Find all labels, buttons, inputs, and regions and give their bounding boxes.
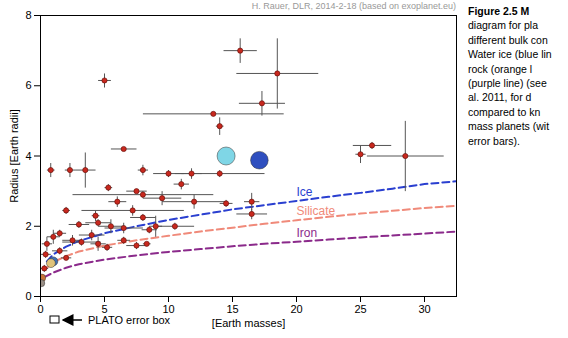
svg-text:[Earth masses]: [Earth masses] (212, 317, 285, 329)
svg-text:30: 30 (418, 303, 430, 315)
svg-text:Silicate: Silicate (297, 204, 336, 218)
svg-text:Iron: Iron (297, 226, 318, 240)
html-text:different bulk con: different bulk con (468, 33, 548, 46)
html-text:mass planets (wit: mass planets (wit (468, 120, 550, 133)
html-text:rock (orange l: rock (orange l (468, 62, 533, 75)
svg-text:10: 10 (162, 303, 174, 315)
svg-text:6: 6 (25, 79, 31, 91)
svg-text:Radius [Earth radii]: Radius [Earth radii] (8, 109, 20, 203)
svg-text:20: 20 (290, 303, 302, 315)
svg-text:2: 2 (25, 220, 31, 232)
html-text:error bars).: error bars). (468, 134, 520, 147)
svg-text:4: 4 (25, 150, 31, 162)
html-text:H. Rauer, DLR, 2014-2-18 (base: H. Rauer, DLR, 2014-2-18 (based on exopl… (251, 1, 456, 11)
html-text:al. 2011, for d: al. 2011, for d (468, 91, 532, 104)
html-text:compared to kn: compared to kn (468, 105, 541, 118)
svg-text:8: 8 (25, 9, 31, 21)
html-text:Figure 2.5 M: Figure 2.5 M (468, 5, 530, 17)
svg-text:15: 15 (226, 303, 238, 315)
svg-text:0: 0 (37, 303, 43, 315)
svg-text:PLATO error box: PLATO error box (88, 314, 171, 326)
html-text:(purple line) (see: (purple line) (see (468, 77, 547, 89)
svg-text:5: 5 (101, 303, 107, 315)
html-text:Water ice (blue lin: Water ice (blue lin (468, 48, 552, 61)
html-text:diagram for pla: diagram for pla (468, 19, 538, 32)
svg-text:Ice: Ice (297, 185, 313, 199)
svg-text:25: 25 (354, 303, 366, 315)
svg-text:0: 0 (25, 290, 31, 302)
